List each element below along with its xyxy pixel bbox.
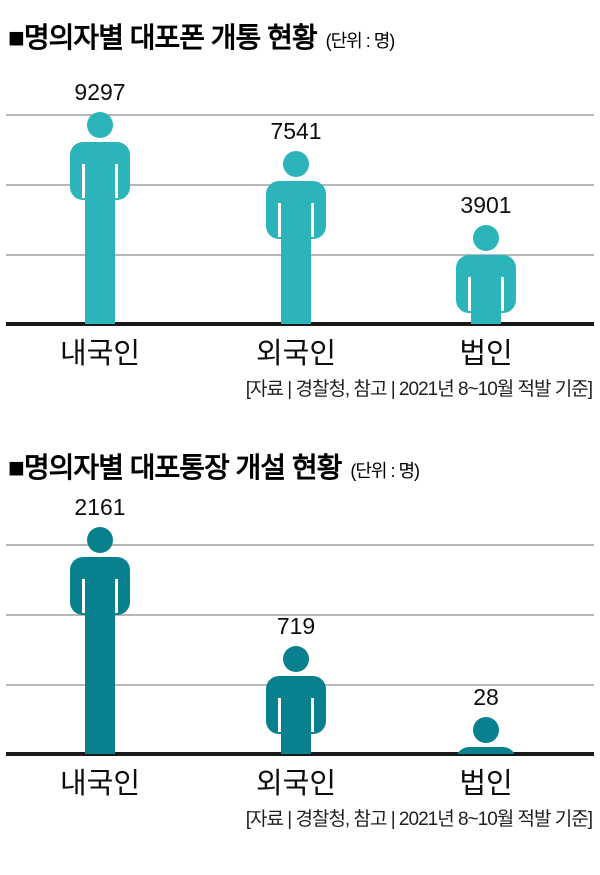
- unit-label: (단위 : 명): [325, 31, 396, 51]
- person-pictogram-icon: [266, 151, 326, 324]
- chart-title-row: ■명의자별 대포폰 개통 현황 (단위 : 명): [8, 16, 600, 53]
- page-title: ■명의자별 대포통장 개설 현황: [8, 452, 342, 483]
- chart-title-row: ■명의자별 대포통장 개설 현황 (단위 : 명): [8, 446, 600, 483]
- category-labels-row: 내국인 외국인 법인: [0, 326, 600, 370]
- value-label: 719: [276, 613, 316, 639]
- chart-plot-area: 9297 7541 3901: [0, 46, 600, 326]
- gridline: [6, 114, 594, 116]
- category-label: 외국인: [255, 338, 337, 370]
- category-label: 내국인: [59, 338, 141, 370]
- gridline: [6, 544, 594, 546]
- chart-plot-area: 2161 719 28: [0, 476, 600, 756]
- value-label: 28: [473, 684, 499, 710]
- category-label: 법인: [459, 338, 513, 370]
- value-label: 3901: [460, 192, 512, 218]
- unit-label: (단위 : 명): [350, 461, 420, 481]
- phone-chart-section: ■명의자별 대포폰 개통 현황 (단위 : 명) 9297 7541 3901 내국…: [0, 16, 600, 400]
- axis-baseline: [6, 322, 594, 326]
- value-label: 7541: [270, 118, 322, 144]
- person-pictogram-icon: [266, 646, 326, 754]
- gridline: [6, 614, 594, 616]
- person-pictogram-icon: [457, 717, 515, 754]
- category-label: 외국인: [255, 768, 337, 800]
- person-pictogram-icon: [70, 527, 130, 754]
- category-label: 법인: [459, 768, 513, 800]
- person-pictogram-icon: [70, 112, 130, 324]
- source-note: [자료 | 경찰청, 참고 | 2021년 8~10월 적발 기준]: [245, 379, 593, 400]
- page-title: ■명의자별 대포폰 개통 현황: [8, 22, 318, 53]
- category-label: 내국인: [59, 768, 141, 800]
- person-pictogram-icon: [456, 225, 516, 324]
- value-label: 9297: [74, 79, 126, 105]
- axis-baseline: [6, 752, 594, 756]
- bankbook-chart-section: ■명의자별 대포통장 개설 현황 (단위 : 명) 2161 719 28 내국인 …: [0, 446, 600, 830]
- category-labels-row: 내국인 외국인 법인: [0, 756, 600, 800]
- value-label: 2161: [74, 494, 126, 520]
- source-note: [자료 | 경찰청, 참고 | 2021년 8~10월 적발 기준]: [245, 809, 593, 830]
